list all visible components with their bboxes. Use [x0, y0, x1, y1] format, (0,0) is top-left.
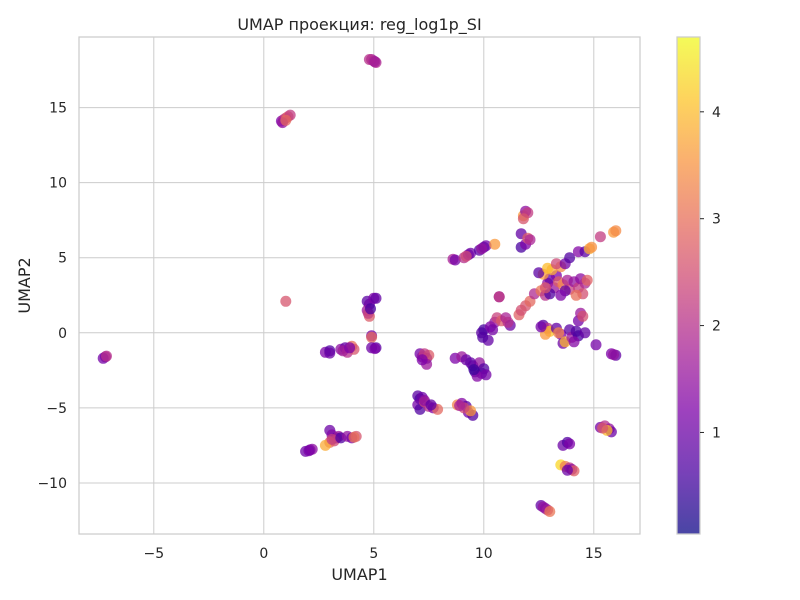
data-point [369, 343, 381, 355]
data-point [348, 431, 360, 443]
data-point [553, 327, 565, 339]
colorbar-frame [676, 36, 701, 535]
data-point [594, 231, 606, 243]
data-point [502, 316, 514, 328]
data-point [561, 464, 573, 476]
x-axis-label: UMAP1 [331, 565, 387, 584]
colorbar-gradient [677, 37, 700, 534]
x-tick-label: 0 [259, 546, 268, 562]
data-point [542, 262, 554, 274]
data-point [369, 56, 381, 68]
data-point [586, 241, 598, 253]
data-point [597, 422, 609, 434]
x-tick-label: −5 [143, 546, 164, 562]
data-point [555, 289, 567, 301]
y-axis-ticks: −10 −5 0 5 10 15 [37, 101, 67, 492]
data-point [564, 438, 576, 450]
data-point [579, 327, 591, 339]
data-point [544, 506, 556, 517]
data-point [524, 234, 536, 246]
data-point [564, 252, 576, 264]
data-point [577, 310, 589, 322]
data-point [460, 250, 472, 262]
x-axis-ticks: −5 0 5 10 15 [143, 546, 602, 562]
y-tick-label: −5 [46, 401, 67, 417]
data-point [550, 258, 562, 270]
data-point [570, 289, 582, 301]
data-point [449, 254, 461, 266]
colorbar-tick-label: 1 [712, 425, 721, 441]
plot-frame [78, 36, 641, 535]
data-point [489, 238, 501, 250]
data-point [324, 347, 336, 359]
data-point [487, 324, 499, 336]
data-point [568, 336, 580, 348]
data-point [280, 295, 292, 307]
scatter-points [97, 54, 622, 517]
grid-lines [79, 37, 640, 534]
data-point [101, 350, 112, 362]
data-point [476, 243, 488, 255]
y-tick-label: 0 [58, 326, 67, 342]
colorbar-tick-label: 2 [712, 319, 721, 335]
data-point [539, 282, 551, 294]
plot-area [78, 36, 641, 535]
data-point [370, 292, 382, 304]
data-point [493, 291, 505, 303]
colorbar-tick-label: 4 [712, 105, 721, 121]
y-tick-label: −10 [37, 476, 67, 492]
data-point [517, 213, 529, 225]
y-axis-label: UMAP2 [15, 257, 34, 313]
x-tick-label: 10 [475, 546, 493, 562]
data-point [326, 433, 338, 445]
colorbar-ticks: 1 2 3 4 [700, 105, 721, 441]
data-point [468, 364, 480, 376]
x-tick-label: 5 [369, 546, 378, 562]
data-point [280, 114, 292, 126]
y-tick-label: 10 [49, 176, 67, 192]
data-point [365, 303, 376, 315]
data-point [303, 445, 315, 457]
chart-title: UMAP проекция: reg_log1p_SI [237, 15, 481, 35]
x-tick-label: 15 [585, 546, 603, 562]
data-point [344, 342, 356, 354]
y-tick-label: 5 [58, 251, 67, 267]
data-point [425, 399, 437, 411]
data-point [477, 331, 489, 343]
data-point [535, 321, 547, 333]
data-point [533, 267, 545, 279]
data-point [454, 400, 466, 412]
data-point [608, 349, 620, 361]
data-point [366, 331, 378, 343]
data-point [480, 369, 492, 381]
data-point [610, 225, 622, 237]
data-point [581, 274, 593, 286]
y-tick-label: 15 [49, 101, 67, 117]
data-point [590, 339, 602, 351]
colorbar-tick-label: 3 [712, 212, 721, 228]
colorbar: 1 2 3 4 [676, 36, 721, 535]
data-point [416, 354, 428, 366]
